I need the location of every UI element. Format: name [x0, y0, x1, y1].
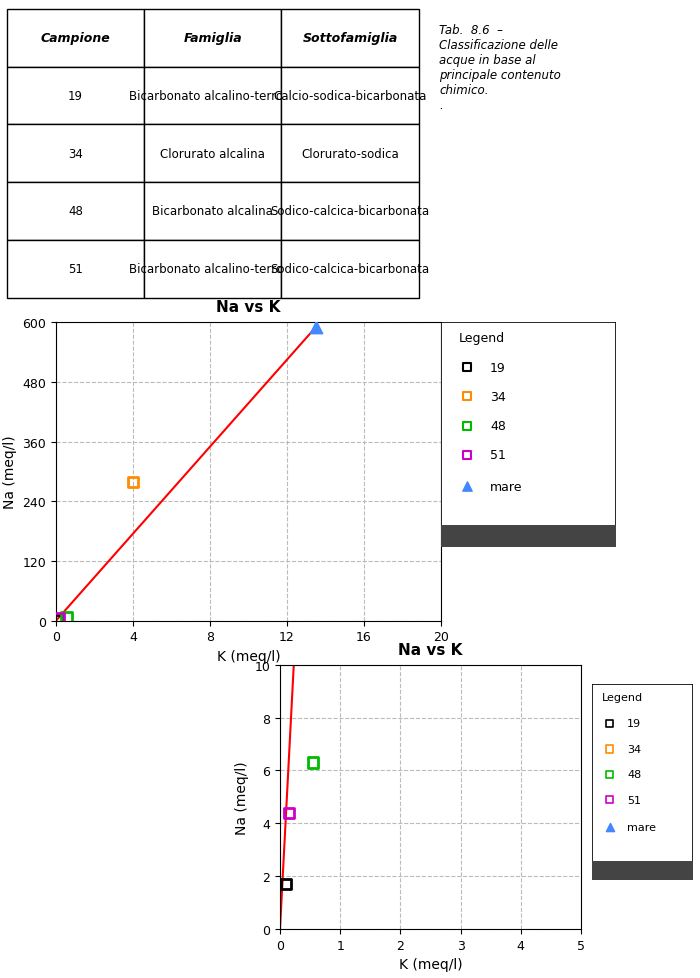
Text: 51: 51 — [627, 795, 641, 805]
Point — [127, 475, 139, 491]
Point — [284, 805, 295, 821]
Text: Tab.  8.6  –
Classificazione delle
acque in base al
principale contenuto
chimico: Tab. 8.6 – Classificazione delle acque i… — [439, 24, 561, 112]
Text: 19: 19 — [490, 361, 505, 375]
Point — [604, 820, 615, 835]
Point — [604, 792, 615, 808]
Point — [604, 741, 615, 757]
Bar — [592, 861, 693, 880]
Text: 34: 34 — [490, 390, 505, 404]
Point — [604, 767, 615, 782]
Point — [310, 320, 321, 335]
Y-axis label: Na (meq/l): Na (meq/l) — [3, 435, 17, 509]
Text: Legend: Legend — [601, 692, 643, 702]
Text: Legend: Legend — [458, 332, 505, 344]
Title: Na vs K: Na vs K — [216, 299, 281, 315]
Point — [307, 755, 318, 771]
Text: 48: 48 — [490, 420, 506, 432]
Text: mare: mare — [490, 480, 522, 494]
X-axis label: K (meq/l): K (meq/l) — [399, 957, 462, 971]
Point — [604, 716, 615, 732]
Title: Na vs K: Na vs K — [398, 642, 463, 657]
Text: mare: mare — [627, 822, 656, 832]
Point — [462, 389, 473, 405]
Text: 48: 48 — [627, 770, 641, 779]
Text: 51: 51 — [490, 449, 506, 462]
Text: 34: 34 — [627, 744, 641, 754]
X-axis label: K (meq/l): K (meq/l) — [217, 649, 280, 663]
Point — [462, 419, 473, 434]
Point — [462, 479, 473, 495]
Y-axis label: Na (meq/l): Na (meq/l) — [234, 760, 248, 834]
Text: 19: 19 — [627, 719, 641, 729]
Point — [53, 611, 64, 627]
Bar — [441, 525, 616, 548]
Point — [462, 360, 473, 376]
Point — [281, 876, 292, 892]
Point — [61, 610, 72, 626]
Point — [52, 612, 64, 628]
Point — [462, 448, 473, 464]
